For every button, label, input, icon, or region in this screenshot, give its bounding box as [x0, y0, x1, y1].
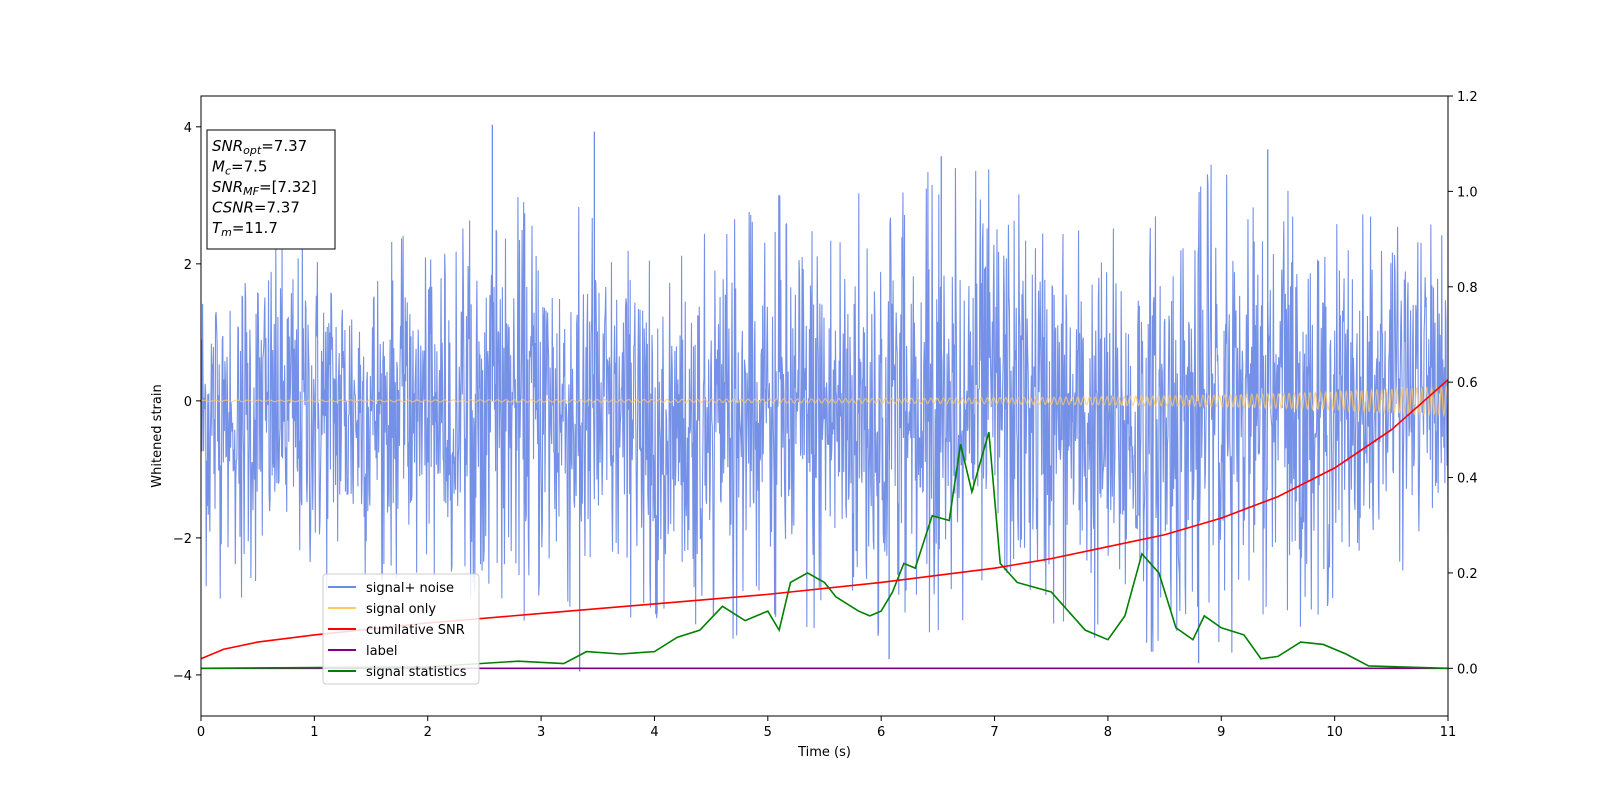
y-tick-label: −2 — [173, 532, 192, 547]
series-signal-only-line — [201, 385, 1448, 418]
y-tick-label: 4 — [184, 121, 192, 136]
info-line: SNRopt=7.37 — [212, 137, 307, 157]
x-tick-label: 1 — [310, 725, 318, 740]
x-tick-label: 0 — [197, 725, 205, 740]
info-line-subscript: MF — [243, 185, 259, 198]
info-line-subscript: m — [221, 226, 232, 239]
y2-tick-label: 0.4 — [1457, 472, 1478, 487]
info-line-symbol: SNR — [212, 178, 243, 196]
series-cumulative-snr-line — [201, 379, 1448, 660]
legend-frame — [322, 573, 480, 685]
x-tick-label: 5 — [764, 725, 772, 740]
plot-frame — [200, 95, 1449, 717]
y2-tick-label: 0.6 — [1457, 376, 1478, 391]
info-line: Mc=7.5 — [212, 158, 267, 178]
info-box: SNRopt=7.37Mc=7.5SNRMF=[7.32]CSNR=7.37Tm… — [206, 129, 336, 250]
axes: 0 1 2 3 4 5 6 7 8 9 10 11 −4 −2 0 2 4 0.0 0.2 0.4 0.6 0.8 1.0 1… — [173, 90, 1478, 740]
y2-tick-label: 0.2 — [1457, 567, 1478, 582]
info-line-value: =7.37 — [254, 199, 300, 217]
y2-tick-label: 0.0 — [1457, 662, 1478, 677]
info-line: Tm=11.7 — [212, 219, 278, 239]
y-axis-label: Whitened strain — [150, 384, 165, 487]
info-line-value: =[7.32] — [259, 178, 317, 196]
y-tick-label: −4 — [173, 669, 192, 684]
legend-label: signal+ noise — [366, 581, 454, 596]
x-tick-label: 7 — [990, 725, 998, 740]
info-line-symbol: SNR — [212, 137, 243, 155]
legend-label: label — [366, 644, 397, 659]
info-line: SNRMF=[7.32] — [212, 178, 317, 198]
x-tick-label: 11 — [1440, 725, 1457, 740]
info-line-symbol: CSNR — [212, 199, 254, 217]
y2-tick-label: 0.8 — [1457, 281, 1478, 296]
legend: signal+ noise signal only cumilative SNR la… — [322, 573, 480, 685]
x-tick-label: 8 — [1104, 725, 1112, 740]
info-box-lines: SNRopt=7.37Mc=7.5SNRMF=[7.32]CSNR=7.37Tm… — [212, 137, 317, 239]
x-tick-label: 4 — [650, 725, 658, 740]
x-tick-label: 3 — [537, 725, 545, 740]
y-tick-label: 0 — [184, 395, 192, 410]
legend-label: cumilative SNR — [366, 623, 465, 638]
info-line: CSNR=7.37 — [212, 199, 300, 217]
info-line-value: =7.5 — [231, 158, 267, 176]
legend-items: signal+ noise signal only cumilative SNR la… — [328, 581, 467, 680]
x-tick-label: 6 — [877, 725, 885, 740]
x-axis-label: Time (s) — [797, 745, 851, 760]
info-line-symbol: T — [212, 219, 223, 237]
info-box-frame — [206, 129, 336, 250]
legend-label: signal statistics — [366, 665, 467, 680]
y2-tick-label: 1.2 — [1457, 90, 1478, 105]
plot-area — [201, 124, 1448, 672]
series-signal-statistics-line — [201, 432, 1448, 670]
x-tick-label: 2 — [424, 725, 432, 740]
legend-label: signal only — [366, 602, 436, 617]
info-line-subscript: c — [225, 165, 231, 178]
info-line-subscript: opt — [243, 144, 262, 157]
x-tick-label: 9 — [1217, 725, 1225, 740]
info-line-value: =7.37 — [261, 137, 307, 155]
x-tick-label: 10 — [1326, 725, 1343, 740]
info-line-symbol: M — [212, 158, 225, 176]
y-tick-label: 2 — [184, 258, 192, 273]
info-line-value: =11.7 — [232, 219, 278, 237]
y2-tick-label: 1.0 — [1457, 185, 1478, 200]
